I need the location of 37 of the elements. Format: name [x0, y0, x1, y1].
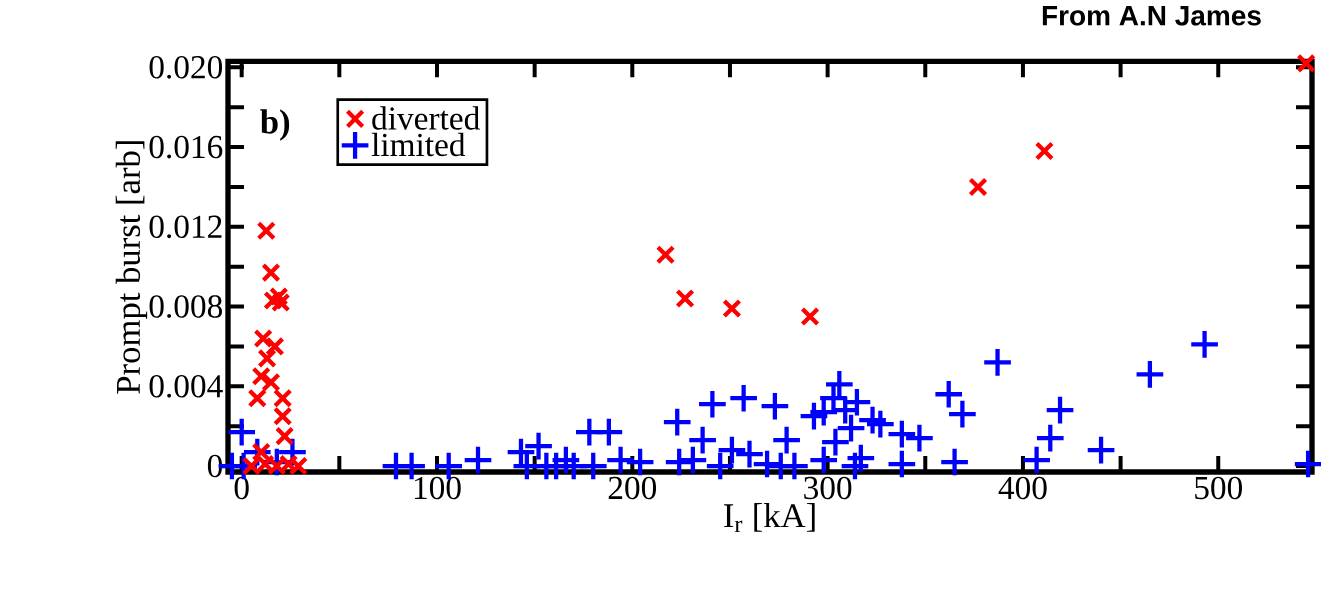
x-axis-title: I$_{r}$ [kA]: [724, 503, 815, 533]
point: [257, 348, 277, 369]
x-tick-label: 300: [804, 476, 852, 500]
x-tick-label: 500: [1195, 476, 1242, 500]
annotation: b): [260, 109, 290, 141]
point: [968, 177, 988, 197]
y-tick-label: 0.004: [149, 374, 223, 398]
point: [271, 292, 291, 313]
x-tick-label: 200: [608, 476, 657, 500]
text: From A.N James: [1042, 6, 1261, 26]
point: [273, 406, 293, 426]
point: [269, 286, 289, 307]
point: [265, 336, 285, 357]
y-tick-label: 0.016: [149, 135, 223, 159]
x-tick-label: 400: [998, 476, 1047, 500]
point: [273, 388, 293, 408]
point: [1034, 141, 1055, 161]
legend-label: limited: [371, 132, 466, 157]
y-tick-label: 0.012: [149, 215, 222, 239]
point: [722, 298, 742, 319]
y-tick-label: 0.008: [149, 295, 223, 318]
point: [655, 245, 676, 265]
point: [247, 388, 267, 408]
point: [253, 328, 273, 349]
point: [261, 262, 281, 283]
x-tick-label: 100: [414, 476, 461, 500]
point: [256, 221, 276, 241]
point: [251, 366, 271, 386]
y-tick-label: 0.020: [149, 56, 223, 79]
point: [263, 290, 283, 311]
legend-label: diverted: [372, 106, 480, 130]
y-axis-title: Prompt burst [arb]: [115, 141, 148, 394]
point: [800, 306, 820, 327]
point: [675, 288, 695, 309]
x-tick-label: 0: [234, 476, 249, 500]
point: [261, 372, 281, 392]
point: [1296, 53, 1316, 74]
